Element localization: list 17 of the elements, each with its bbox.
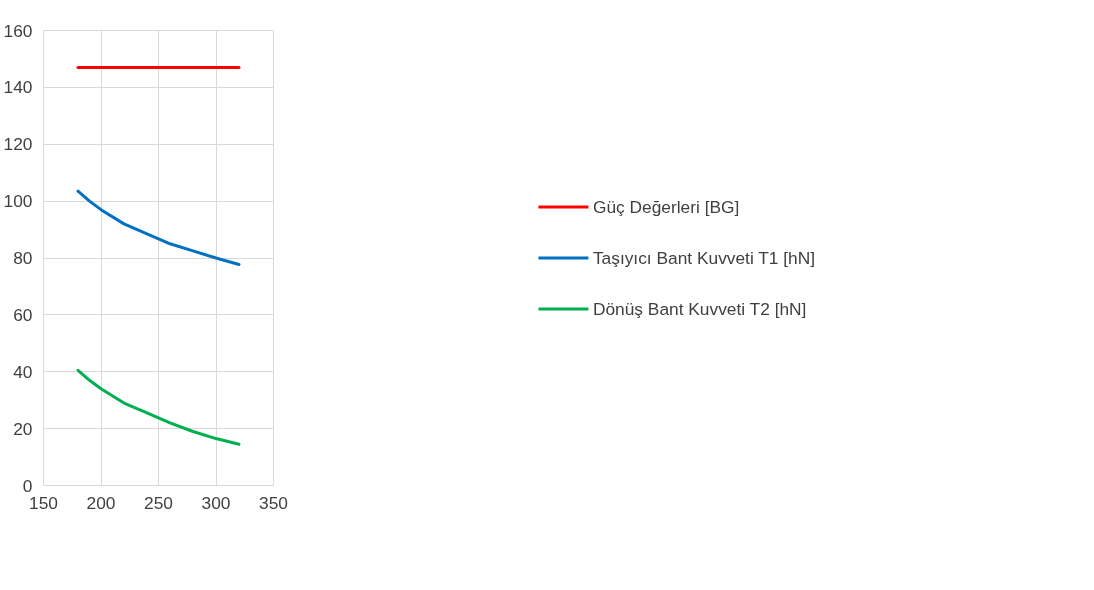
x-tick-label: 200	[86, 492, 116, 513]
y-tick-label: 120	[3, 134, 33, 155]
line-series	[76, 189, 241, 267]
y-tick-label: 20	[13, 418, 33, 439]
x-tick-label: 250	[144, 492, 173, 513]
x-tick-label: 350	[259, 492, 288, 513]
y-tick-label: 100	[3, 191, 33, 212]
legend-label: Taşıyıcı Bant Kuvveti T1 [hN]	[592, 247, 816, 268]
y-tick-label: 160	[3, 20, 33, 41]
y-tick-label: 80	[13, 248, 33, 268]
y-tick-label: 40	[13, 361, 33, 382]
line-series	[76, 368, 241, 446]
x-tick-label: 300	[201, 492, 231, 513]
legend-label: Dönüş Bant Kuvveti T2 [hN]	[592, 298, 807, 319]
y-tick-label: 60	[13, 304, 33, 325]
legend-label: Güç Değerleri [BG]	[592, 196, 740, 217]
y-tick-label: 140	[3, 77, 33, 98]
